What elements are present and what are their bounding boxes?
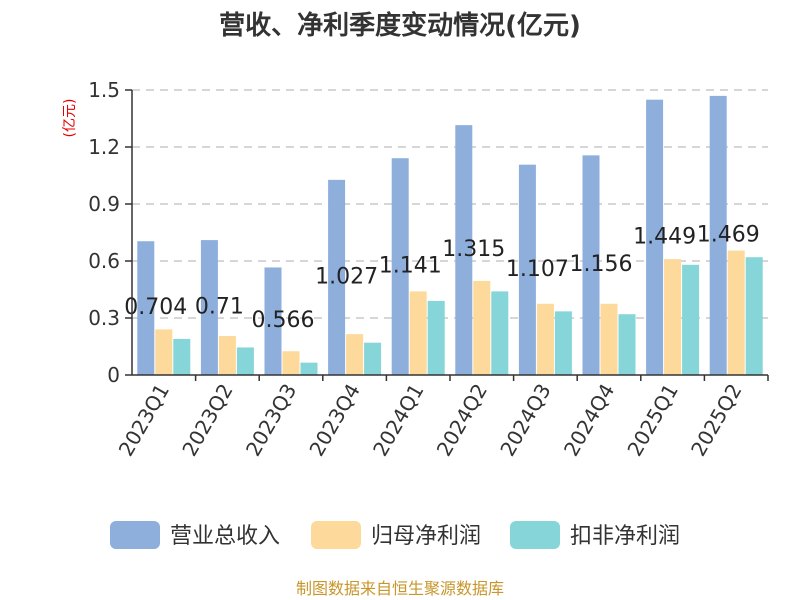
x-axis-ticks: 2023Q1 2023Q2 2023Q3 2023Q4 2024Q1 2024Q2 2024… bbox=[114, 375, 769, 461]
x-tick-label: 2024Q4 bbox=[559, 380, 619, 461]
legend-swatch bbox=[311, 521, 361, 549]
legend-label: 归母净利润 bbox=[371, 524, 481, 549]
bar bbox=[709, 95, 727, 375]
bar bbox=[391, 158, 409, 375]
x-tick-label: 2024Q3 bbox=[495, 380, 555, 461]
data-label: 0.566 bbox=[252, 308, 315, 333]
y-axis-ticks: 0 0.3 0.6 0.9 1.2 1.5 bbox=[88, 78, 132, 387]
legend-label: 扣非净利润 bbox=[570, 524, 680, 549]
grid-lines bbox=[132, 89, 768, 319]
bar bbox=[427, 300, 445, 375]
y-tick-label: 0 bbox=[107, 363, 120, 387]
bar bbox=[646, 99, 664, 375]
legend-label: 营业总收入 bbox=[170, 524, 280, 549]
bar bbox=[300, 362, 318, 375]
bar bbox=[455, 125, 473, 376]
y-tick-label: 0.3 bbox=[88, 306, 120, 330]
legend-swatch bbox=[510, 521, 560, 549]
source-note: 制图数据来自恒生聚源数据库 bbox=[296, 579, 504, 598]
bar bbox=[727, 250, 745, 375]
data-label: 1.315 bbox=[442, 237, 505, 262]
bar bbox=[264, 267, 282, 375]
bar bbox=[491, 291, 509, 375]
bar bbox=[346, 334, 364, 375]
bar bbox=[473, 280, 491, 375]
y-tick-label: 1.2 bbox=[88, 135, 120, 159]
bar bbox=[582, 155, 600, 375]
bar bbox=[200, 240, 218, 375]
bar bbox=[218, 336, 236, 375]
y-axis-unit: (亿元) bbox=[62, 99, 78, 138]
y-tick-label: 1.5 bbox=[88, 78, 120, 102]
x-tick-label: 2023Q4 bbox=[304, 380, 364, 461]
chart-title: 营收、净利季度变动情况(亿元) bbox=[219, 10, 581, 41]
bar bbox=[173, 338, 191, 375]
bar bbox=[745, 257, 763, 375]
bar bbox=[536, 303, 554, 375]
bars bbox=[137, 95, 763, 376]
x-tick-label: 2024Q2 bbox=[432, 380, 492, 461]
legend-swatch bbox=[110, 521, 160, 549]
bar bbox=[137, 241, 155, 375]
data-label: 1.107 bbox=[506, 257, 569, 282]
data-label: 0.704 bbox=[124, 295, 187, 320]
bar bbox=[618, 314, 636, 375]
x-tick-label: 2025Q2 bbox=[686, 380, 746, 461]
data-label: 1.027 bbox=[315, 264, 378, 289]
bar bbox=[600, 303, 618, 375]
y-tick-label: 0.9 bbox=[88, 192, 120, 216]
bar bbox=[236, 347, 254, 375]
bar bbox=[364, 342, 382, 375]
legend: 营业总收入 归母净利润 扣非净利润 bbox=[110, 521, 680, 549]
x-tick-label: 2023Q2 bbox=[177, 380, 237, 461]
data-label: 1.469 bbox=[697, 222, 760, 247]
bar bbox=[664, 259, 682, 375]
x-tick-label: 2023Q3 bbox=[241, 380, 301, 461]
x-tick-label: 2024Q1 bbox=[368, 380, 428, 461]
bar bbox=[155, 329, 173, 375]
x-tick-label: 2025Q1 bbox=[622, 380, 682, 461]
data-label: 0.71 bbox=[195, 295, 244, 320]
bar bbox=[518, 164, 536, 375]
y-tick-label: 0.6 bbox=[88, 249, 120, 273]
data-label: 1.449 bbox=[633, 224, 696, 249]
bar bbox=[554, 311, 572, 375]
x-tick-label: 2023Q1 bbox=[114, 380, 174, 461]
data-label: 1.141 bbox=[379, 254, 442, 279]
data-label: 1.156 bbox=[570, 252, 633, 277]
bar bbox=[409, 291, 427, 375]
bar bbox=[682, 264, 700, 375]
bar bbox=[328, 179, 346, 375]
bar bbox=[282, 351, 300, 375]
